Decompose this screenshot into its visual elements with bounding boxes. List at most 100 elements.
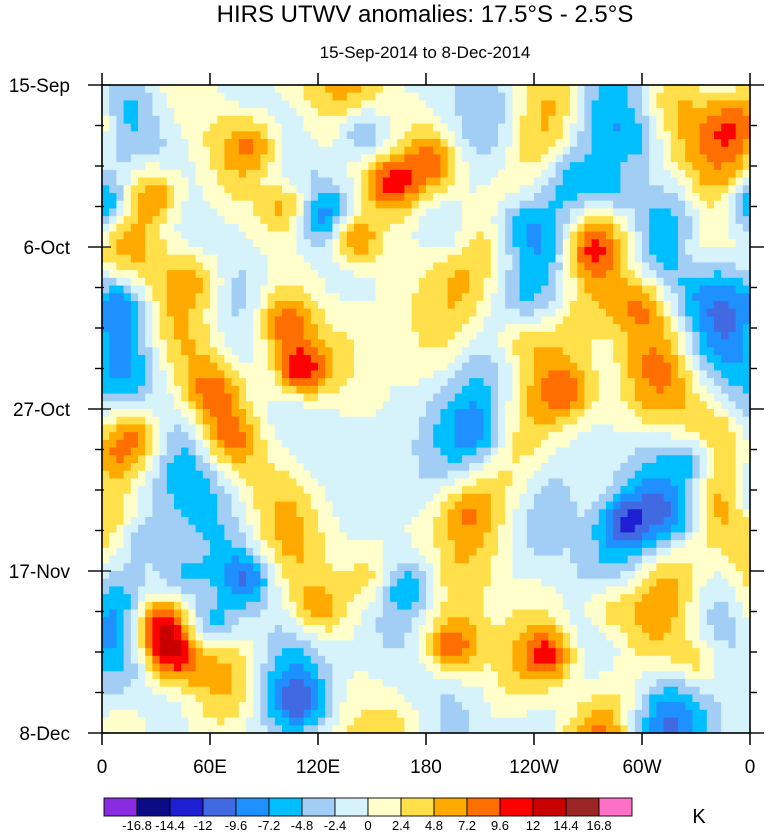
field-cell bbox=[699, 331, 708, 341]
field-cell bbox=[274, 331, 283, 341]
field-cell bbox=[174, 308, 182, 318]
field-cell bbox=[598, 416, 607, 426]
field-cell bbox=[714, 146, 722, 156]
field-cell bbox=[390, 100, 398, 109]
field-cell bbox=[613, 401, 621, 410]
field-cell bbox=[397, 509, 405, 518]
field-cell bbox=[483, 193, 492, 202]
field-cell bbox=[735, 432, 744, 441]
field-cell bbox=[584, 501, 593, 510]
field-cell bbox=[440, 185, 449, 194]
field-cell bbox=[721, 308, 729, 318]
field-cell bbox=[692, 424, 701, 433]
field-cell bbox=[634, 316, 643, 325]
field-cell bbox=[692, 108, 701, 117]
field-cell bbox=[685, 208, 693, 217]
field-cell bbox=[584, 432, 593, 441]
field-cell bbox=[181, 216, 189, 225]
field-cell bbox=[714, 277, 722, 287]
field-cell bbox=[577, 401, 585, 410]
field-cell bbox=[505, 139, 513, 148]
field-cell bbox=[555, 355, 564, 364]
field-cell bbox=[627, 455, 636, 464]
field-cell bbox=[346, 463, 355, 472]
field-cell bbox=[217, 254, 225, 264]
field-cell bbox=[498, 401, 506, 410]
field-cell bbox=[606, 108, 614, 117]
field-cell bbox=[678, 416, 686, 426]
field-cell bbox=[433, 355, 441, 364]
field-cell bbox=[210, 139, 218, 148]
field-cell bbox=[210, 509, 218, 518]
field-cell bbox=[735, 131, 744, 140]
field-cell bbox=[174, 424, 182, 433]
field-cell bbox=[318, 385, 326, 395]
field-cell bbox=[325, 501, 333, 510]
field-cell bbox=[310, 385, 319, 395]
field-cell bbox=[217, 185, 225, 194]
field-cell bbox=[548, 493, 557, 503]
field-cell bbox=[174, 339, 182, 348]
field-cell bbox=[325, 416, 333, 426]
field-cell bbox=[440, 123, 449, 132]
field-cell bbox=[721, 501, 729, 510]
field-cell bbox=[692, 139, 701, 148]
field-cell bbox=[411, 247, 420, 256]
field-cell bbox=[519, 223, 528, 233]
field-cell bbox=[649, 370, 657, 379]
field-cell bbox=[210, 478, 218, 487]
field-cell bbox=[224, 108, 233, 117]
field-cell bbox=[663, 378, 672, 387]
field-cell bbox=[526, 447, 535, 456]
field-cell bbox=[606, 385, 614, 395]
field-cell bbox=[325, 470, 333, 480]
field-cell bbox=[210, 123, 218, 132]
field-cell bbox=[534, 154, 542, 163]
field-cell bbox=[498, 208, 506, 217]
field-cell bbox=[102, 123, 110, 132]
field-cell bbox=[534, 223, 542, 233]
field-cell bbox=[555, 85, 564, 94]
field-cell bbox=[116, 470, 125, 480]
field-cell bbox=[224, 478, 233, 487]
field-cell bbox=[260, 432, 269, 441]
field-cell bbox=[483, 200, 492, 210]
field-cell bbox=[591, 177, 600, 186]
field-cell bbox=[339, 254, 348, 264]
field-cell bbox=[375, 393, 384, 402]
field-cell bbox=[483, 470, 492, 480]
field-cell bbox=[274, 509, 283, 518]
field-cell bbox=[418, 108, 427, 117]
field-cell bbox=[606, 262, 614, 271]
field-cell bbox=[202, 416, 211, 426]
field-cell bbox=[354, 370, 362, 379]
field-cell bbox=[332, 447, 341, 456]
field-cell bbox=[548, 432, 557, 441]
field-cell bbox=[195, 131, 204, 140]
field-cell bbox=[332, 270, 341, 279]
field-cell bbox=[476, 216, 485, 225]
field-cell bbox=[714, 478, 722, 487]
field-cell bbox=[642, 401, 650, 410]
field-cell bbox=[339, 262, 348, 271]
field-cell bbox=[591, 100, 600, 109]
field-cell bbox=[174, 92, 182, 102]
field-cell bbox=[188, 409, 197, 418]
field-cell bbox=[282, 432, 290, 441]
field-cell bbox=[195, 355, 204, 364]
field-cell bbox=[102, 432, 110, 441]
field-cell bbox=[217, 85, 225, 94]
field-cell bbox=[346, 308, 355, 318]
field-cell bbox=[296, 293, 305, 302]
field-cell bbox=[534, 316, 542, 325]
field-cell bbox=[606, 393, 614, 402]
field-cell bbox=[411, 301, 420, 310]
field-cell bbox=[476, 409, 485, 418]
field-cell bbox=[332, 385, 341, 395]
field-cell bbox=[130, 293, 139, 302]
field-cell bbox=[174, 324, 182, 333]
field-cell bbox=[483, 208, 492, 217]
field-cell bbox=[498, 393, 506, 402]
field-cell bbox=[433, 123, 441, 132]
field-cell bbox=[735, 455, 744, 464]
